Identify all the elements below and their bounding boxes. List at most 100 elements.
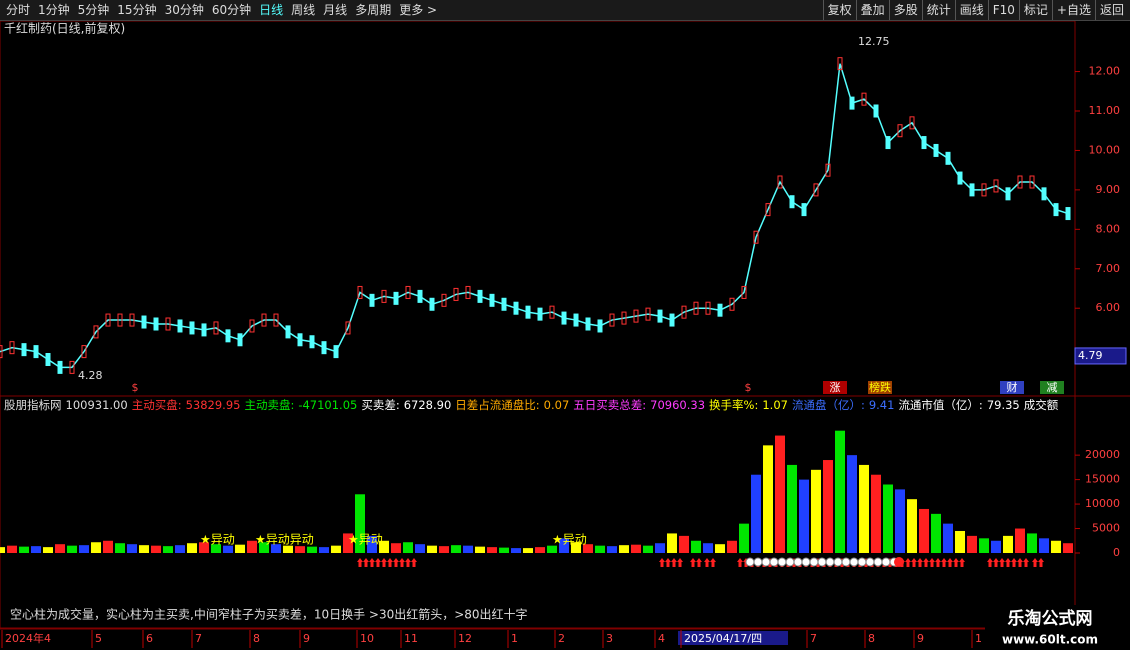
price-bar	[357, 285, 363, 299]
price-bar	[381, 289, 387, 303]
red-arrow	[659, 558, 665, 567]
price-bar	[981, 183, 987, 197]
turnover-ring	[817, 557, 827, 567]
action-button[interactable]: 叠加	[855, 0, 889, 20]
price-bar	[45, 353, 51, 366]
period-tab[interactable]: 月线	[323, 3, 348, 17]
price-bar	[969, 183, 975, 197]
volume-bar	[799, 479, 809, 553]
volume-bar	[571, 542, 581, 553]
period-tabs: 分时 1分钟 5分钟 15分钟 30分钟 60分钟 日线 周线 月线 多周期 更多 >	[2, 0, 441, 20]
price-bar	[693, 301, 699, 315]
period-tab[interactable]: 1分钟	[38, 3, 70, 17]
volume-bar	[679, 535, 689, 553]
volume-bar	[739, 523, 749, 553]
turnover-ring	[881, 557, 891, 567]
period-tab[interactable]: 多周期	[355, 3, 392, 17]
volume-bar	[535, 547, 545, 553]
price-bar	[597, 319, 603, 333]
red-arrow	[987, 558, 993, 567]
volume-bar	[379, 540, 389, 553]
turnover-ring	[793, 557, 803, 567]
event-marker: 财	[1007, 380, 1018, 394]
action-button[interactable]: F10	[987, 0, 1019, 20]
period-tab[interactable]: 分时	[6, 3, 31, 17]
action-button[interactable]: 标记	[1018, 0, 1052, 20]
turnover-ring	[769, 557, 779, 567]
period-tab[interactable]: 5分钟	[77, 3, 110, 17]
indicator-value: 100931.00	[65, 398, 128, 412]
period-tab[interactable]: 日线	[259, 3, 284, 17]
readout-label: 买卖差:	[361, 398, 400, 412]
red-arrow	[1023, 558, 1029, 567]
price-bar	[33, 345, 39, 359]
date-label: 2	[558, 632, 565, 645]
price-bar	[249, 319, 255, 333]
volume-bar	[475, 546, 485, 553]
readout-value: 9.41	[868, 398, 895, 412]
price-bar	[69, 360, 75, 374]
action-button[interactable]: 返回	[1094, 0, 1128, 20]
price-bar	[885, 136, 891, 150]
volume-bar	[955, 530, 965, 553]
volume-bar	[931, 513, 941, 553]
y-tick-label: 5000	[1092, 522, 1120, 535]
price-bar	[273, 313, 279, 327]
price-bar	[549, 305, 555, 319]
volume-bar	[211, 544, 221, 553]
readout-value: 53829.95	[185, 398, 241, 412]
period-tab[interactable]: 30分钟	[164, 3, 204, 17]
red-arrow	[696, 558, 702, 567]
period-tab[interactable]: 更多 >	[399, 3, 438, 17]
price-bar	[933, 143, 939, 157]
action-button[interactable]: 多股	[888, 0, 922, 20]
y-tick-label: 0	[1113, 546, 1120, 559]
period-tab[interactable]: 60分钟	[211, 3, 252, 17]
volume-bar	[415, 544, 425, 553]
red-arrow	[369, 558, 375, 567]
price-bar	[201, 323, 207, 337]
period-tab[interactable]: 周线	[291, 3, 316, 17]
action-button[interactable]: 画线	[954, 0, 988, 20]
volume-bar	[619, 545, 629, 553]
action-button[interactable]: +自选	[1051, 0, 1095, 20]
volume-bar	[775, 435, 785, 553]
indicator-name: 股朋指标网	[4, 398, 62, 412]
price-bar	[633, 309, 639, 323]
red-arrow	[671, 558, 677, 567]
action-button[interactable]: 统计	[921, 0, 955, 20]
price-bar	[441, 293, 447, 307]
action-button[interactable]: 复权	[822, 0, 856, 20]
price-bar	[177, 319, 183, 333]
volume-bar	[139, 545, 149, 553]
price-line	[0, 63, 1069, 369]
volume-bar	[19, 546, 29, 553]
red-arrow	[905, 558, 911, 567]
red-arrow	[941, 558, 947, 567]
date-label: 11	[404, 632, 418, 645]
volume-bar	[331, 545, 341, 553]
date-label: 10	[360, 632, 374, 645]
turnover-ring	[849, 557, 859, 567]
volume-bar	[31, 546, 41, 553]
volume-bar	[1051, 540, 1061, 553]
price-bar	[369, 293, 375, 307]
red-arrow	[1032, 558, 1038, 567]
event-marker: 涨	[830, 381, 841, 394]
red-arrow	[399, 558, 405, 567]
date-label: 7	[810, 632, 817, 645]
price-bar	[1017, 175, 1023, 189]
date-label: 7	[195, 632, 202, 645]
period-tab[interactable]: 15分钟	[117, 3, 157, 17]
price-bar	[537, 307, 543, 321]
price-bar	[717, 303, 723, 317]
volume-bar	[979, 538, 989, 553]
footer-note: 空心柱为成交量，实心柱为主买卖,中间窄柱子为买卖差，10日换手 >30出红箭头，…	[10, 607, 528, 622]
red-arrow	[935, 558, 941, 567]
event-marker-bg	[1040, 381, 1064, 394]
price-bar	[1053, 203, 1059, 217]
price-bar	[165, 317, 171, 331]
readout-label: 五日买卖总差:	[573, 398, 647, 412]
y-tick-label: 10.00	[1089, 143, 1121, 156]
volume-bar	[559, 538, 569, 553]
